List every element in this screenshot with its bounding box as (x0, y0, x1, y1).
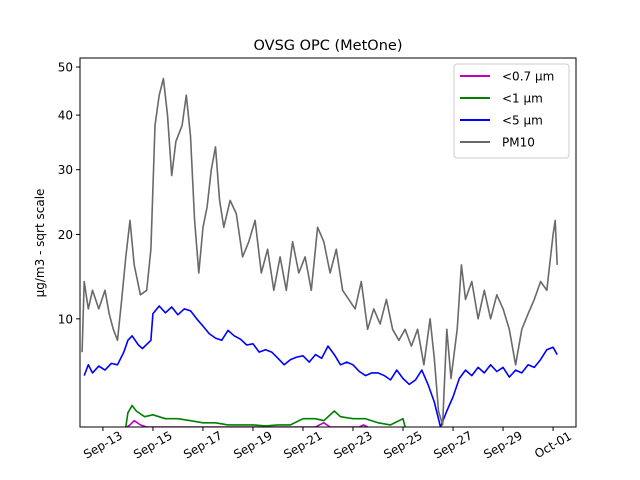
legend-entry-label: <0.7 µm (502, 70, 554, 84)
series-line-2 (83, 305, 558, 427)
series-line-0 (126, 419, 368, 427)
legend-entry-label: <1 µm (502, 92, 543, 106)
chart-title: OVSG OPC (MetOne) (254, 38, 403, 54)
y-tick-label: 40 (58, 109, 73, 123)
legend-entry-label: <5 µm (502, 114, 543, 128)
series-line-3 (81, 77, 558, 426)
series-line-1 (125, 404, 406, 427)
y-tick-label: 30 (58, 163, 73, 177)
y-tick-label: 10 (58, 312, 73, 326)
series-layer (81, 77, 558, 427)
y-tick-label: 20 (58, 228, 73, 242)
y-tick-label: 50 (58, 61, 73, 75)
y-axis: 10 20 30 40 50 (58, 61, 80, 326)
plot-frame (79, 57, 577, 428)
legend-box (453, 63, 570, 159)
legend-entry-label: PM10 (502, 136, 535, 150)
y-axis-label: µg/m3 - sqrt scale (33, 189, 47, 298)
legend: <0.7 µm <1 µm <5 µm PM10 (453, 63, 570, 159)
